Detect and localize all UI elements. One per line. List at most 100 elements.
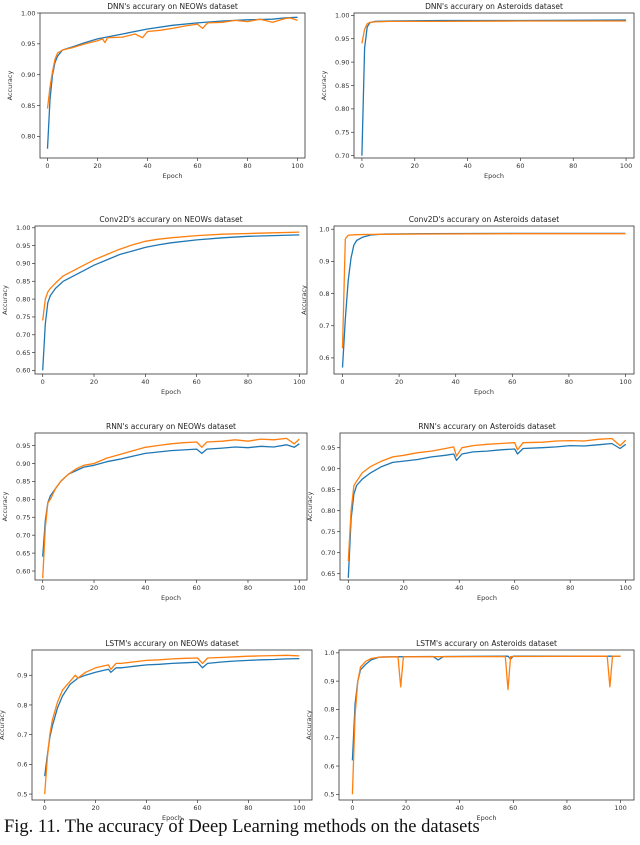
x-tick-label: 0 xyxy=(41,584,45,592)
y-tick-label: 0.90 xyxy=(335,58,349,66)
chart-title: LSTM's accurary on Asteroids dataset xyxy=(416,639,557,648)
x-tick-label: 40 xyxy=(141,378,149,386)
y-tick-label: 0.60 xyxy=(16,367,30,375)
series-line-1 xyxy=(46,16,298,149)
x-tick-label: 20 xyxy=(402,804,410,812)
y-tick-label: 0.95 xyxy=(21,40,35,48)
y-tick-label: 0.75 xyxy=(321,528,335,536)
x-tick-label: 80 xyxy=(565,378,573,386)
y-tick-label: 0.75 xyxy=(16,514,30,522)
plot-frame xyxy=(31,649,313,801)
y-tick-label: 0.6 xyxy=(319,354,329,362)
x-tick-label: 60 xyxy=(193,584,201,592)
x-tick-label: 100 xyxy=(291,162,303,170)
x-tick-label: 0 xyxy=(41,378,45,386)
plot-frame xyxy=(39,12,306,159)
series-line-1 xyxy=(361,19,627,156)
y-tick-label: 0.70 xyxy=(321,549,335,557)
x-tick-label: 0 xyxy=(350,804,354,812)
y-tick-label: 0.85 xyxy=(16,478,30,486)
plot-frame xyxy=(338,649,635,801)
y-tick-label: 0.8 xyxy=(319,290,329,298)
chart-title: RNN's accurary on NEOWs dataset xyxy=(106,422,236,431)
chart-panel: RNN's accurary on NEOWs dataset 0 20 40 60 80… xyxy=(1,422,308,602)
series-line-1 xyxy=(351,655,621,761)
x-tick-label: 20 xyxy=(411,162,419,170)
x-tick-label: 100 xyxy=(293,804,305,812)
series-line-1 xyxy=(44,657,300,777)
y-tick-label: 0.6 xyxy=(17,761,27,769)
chart-panel: LSTM's accurary on NEOWs dataset 0 20 40 60 8… xyxy=(0,639,313,822)
y-tick-label: 1.0 xyxy=(324,649,334,657)
x-tick-label: 100 xyxy=(619,584,631,592)
x-tick-label: 0 xyxy=(45,162,49,170)
y-tick-label: 0.90 xyxy=(321,465,335,473)
series-line-2 xyxy=(341,233,626,349)
y-tick-label: 0.70 xyxy=(335,152,349,160)
x-axis-label: Epoch xyxy=(161,388,181,396)
y-tick-label: 0.7 xyxy=(319,322,329,330)
x-tick-label: 80 xyxy=(566,584,574,592)
x-tick-label: 60 xyxy=(511,584,519,592)
y-tick-label: 0.65 xyxy=(321,570,335,578)
x-tick-label: 100 xyxy=(620,162,632,170)
x-tick-label: 20 xyxy=(395,378,403,386)
y-tick-label: 0.65 xyxy=(16,549,30,557)
y-tick-label: 0.95 xyxy=(321,444,335,452)
y-tick-label: 0.75 xyxy=(335,129,349,137)
x-tick-label: 80 xyxy=(563,804,571,812)
x-tick-label: 20 xyxy=(90,584,98,592)
y-axis-label: Accuracy xyxy=(306,492,314,522)
series-line-2 xyxy=(351,655,621,795)
y-tick-label: 0.85 xyxy=(321,486,335,494)
x-tick-label: 80 xyxy=(243,162,251,170)
y-axis-label: Accuracy xyxy=(320,71,328,101)
plot-frame xyxy=(333,225,635,375)
x-tick-label: 60 xyxy=(516,162,524,170)
y-tick-label: 0.8 xyxy=(17,701,27,709)
chart-panel: DNN's accurary on NEOWs dataset 0 20 40 60 80… xyxy=(6,2,306,180)
y-tick-label: 0.85 xyxy=(335,82,349,90)
chart-title: RNN's accurary on Asteroids dataset xyxy=(418,422,555,431)
plot-frame xyxy=(353,12,635,159)
series-line-1 xyxy=(341,232,626,368)
chart-title: Conv2D's accurary on NEOWs dataset xyxy=(99,215,242,224)
x-tick-label: 20 xyxy=(400,584,408,592)
x-tick-label: 40 xyxy=(141,584,149,592)
chart-panel: Conv2D's accurary on NEOWs dataset 0 20 40 6… xyxy=(1,215,308,396)
x-tick-label: 80 xyxy=(569,162,577,170)
x-tick-label: 0 xyxy=(340,378,344,386)
x-tick-label: 100 xyxy=(293,378,305,386)
y-tick-label: 1.00 xyxy=(21,9,35,17)
y-axis-label: Accuracy xyxy=(305,710,313,740)
x-tick-label: 60 xyxy=(193,162,201,170)
figure-caption: Fig. 11. The accuracy of Deep Learning m… xyxy=(4,817,480,837)
chart-panel: LSTM's accurary on Asteroids dataset 0 20 4… xyxy=(305,639,635,822)
series-line-2 xyxy=(46,17,298,109)
x-axis-label: Epoch xyxy=(474,388,494,396)
y-axis-label: Accuracy xyxy=(6,71,14,101)
y-tick-label: 0.70 xyxy=(16,531,30,539)
x-tick-label: 0 xyxy=(43,804,47,812)
y-tick-label: 0.95 xyxy=(335,35,349,43)
chart-title: DNN's accurary on NEOWs dataset xyxy=(107,2,238,11)
y-tick-label: 0.9 xyxy=(319,258,329,266)
series-line-1 xyxy=(347,442,627,578)
x-tick-label: 80 xyxy=(244,584,252,592)
y-axis-label: Accuracy xyxy=(1,492,9,522)
y-tick-label: 0.80 xyxy=(21,133,35,141)
y-axis-label: Accuracy xyxy=(0,710,6,740)
y-tick-label: 0.80 xyxy=(16,295,30,303)
y-tick-label: 0.90 xyxy=(16,460,30,468)
plot-frame xyxy=(34,225,308,375)
x-tick-label: 20 xyxy=(90,378,98,386)
x-tick-label: 100 xyxy=(619,378,631,386)
chart-title: DNN's accurary on Asteroids dataset xyxy=(425,2,563,11)
y-tick-label: 0.5 xyxy=(17,790,27,798)
x-axis-label: Epoch xyxy=(163,172,183,180)
y-tick-label: 0.70 xyxy=(16,331,30,339)
y-tick-label: 0.90 xyxy=(16,260,30,268)
y-tick-label: 0.80 xyxy=(321,507,335,515)
y-tick-label: 0.95 xyxy=(16,242,30,250)
